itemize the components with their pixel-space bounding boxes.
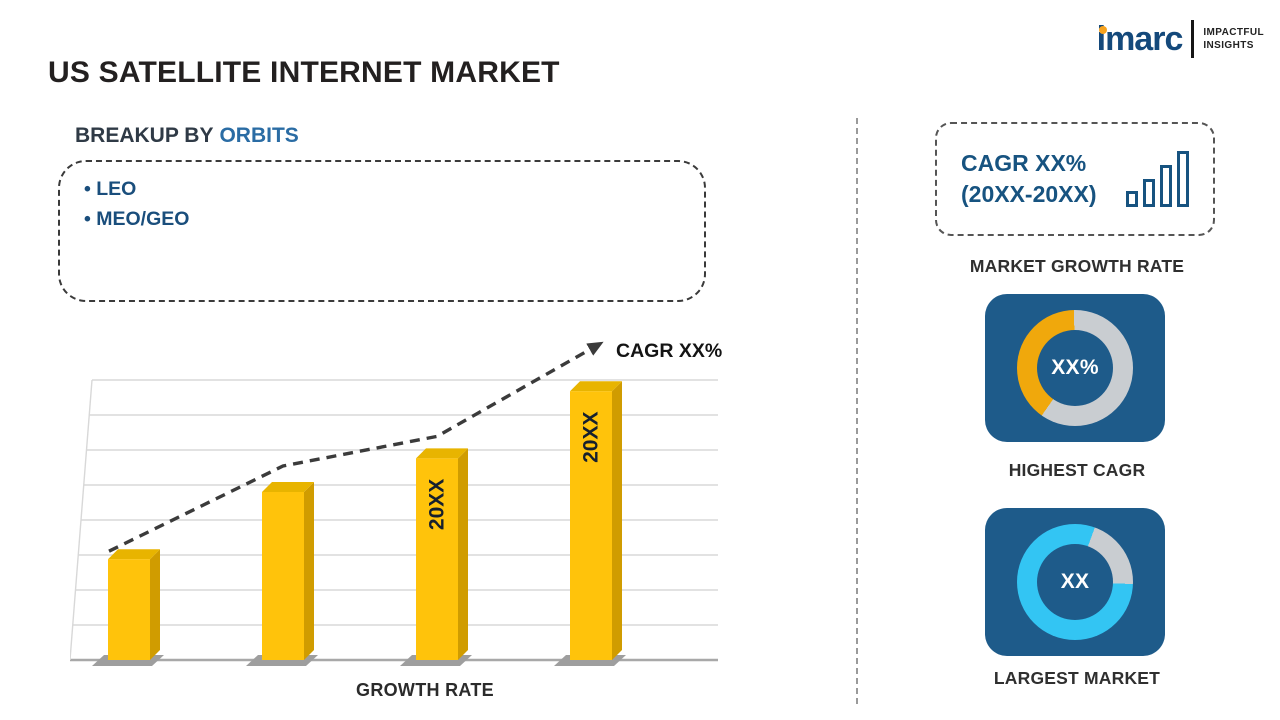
cagr-callout-box: CAGR XX% (20XX-20XX) xyxy=(935,122,1215,236)
tagline-line2: INSIGHTS xyxy=(1203,40,1254,51)
cagr-trend-label: CAGR XX% xyxy=(616,340,723,362)
market-growth-rate-caption: MARKET GROWTH RATE xyxy=(969,256,1185,276)
tagline-line1: IMPACTFUL xyxy=(1203,27,1264,38)
bar-icon-2 xyxy=(1143,179,1155,207)
vertical-dashed-divider xyxy=(856,118,858,704)
largest-market-card: XX xyxy=(985,508,1165,656)
cagr-line2: (20XX-20XX) xyxy=(961,181,1097,207)
logo-divider xyxy=(1191,20,1195,58)
bar-chart-icon xyxy=(1126,151,1189,207)
bar-icon-3 xyxy=(1160,165,1172,207)
highest-cagr-value: XX% xyxy=(1051,356,1099,379)
highest-cagr-caption: HIGHEST CAGR xyxy=(1008,460,1146,480)
imarc-wordmark: imarc xyxy=(1096,20,1184,58)
growth-bar-chart: 20XX 20XX xyxy=(70,341,718,666)
cagr-trend-arrow xyxy=(108,341,604,553)
orbit-item-meo-geo: MEO/GEO xyxy=(84,204,704,234)
highest-cagr-card: XX% xyxy=(985,294,1165,442)
highest-cagr-donut-chart: XX% xyxy=(1017,310,1133,426)
imarc-logo: imarc IMPACTFUL INSIGHTS xyxy=(1097,20,1264,58)
page-title: US SATELLITE INTERNET MARKET xyxy=(48,56,560,89)
breakup-heading: BREAKUP BY ORBITS xyxy=(75,124,299,148)
breakup-prefix: BREAKUP BY xyxy=(75,124,214,147)
cagr-callout-text: CAGR XX% (20XX-20XX) xyxy=(961,148,1097,210)
largest-market-donut-chart: XX xyxy=(1017,524,1133,640)
brand-text: imarc xyxy=(1096,20,1184,58)
breakup-highlight: ORBITS xyxy=(219,124,299,147)
orbit-item-leo: LEO xyxy=(84,174,704,204)
bar-label: 20XX xyxy=(580,412,603,463)
donut-hole: XX xyxy=(1037,544,1113,620)
orbit-list-box: LEO MEO/GEO xyxy=(58,160,706,302)
logo-tagline: IMPACTFUL INSIGHTS xyxy=(1203,26,1264,52)
chart-x-axis-label: GROWTH RATE xyxy=(356,680,494,700)
bar-icon-1 xyxy=(1126,191,1138,207)
largest-market-value: XX xyxy=(1060,570,1090,593)
logo-orange-dot-icon xyxy=(1098,25,1107,34)
cagr-line1: CAGR XX% xyxy=(961,149,1087,176)
bar-label: 20XX xyxy=(426,479,449,530)
bar-icon-4 xyxy=(1177,151,1189,207)
orbit-list: LEO MEO/GEO xyxy=(60,162,704,234)
largest-market-caption: LARGEST MARKET xyxy=(993,668,1161,688)
donut-hole: XX% xyxy=(1037,330,1113,406)
